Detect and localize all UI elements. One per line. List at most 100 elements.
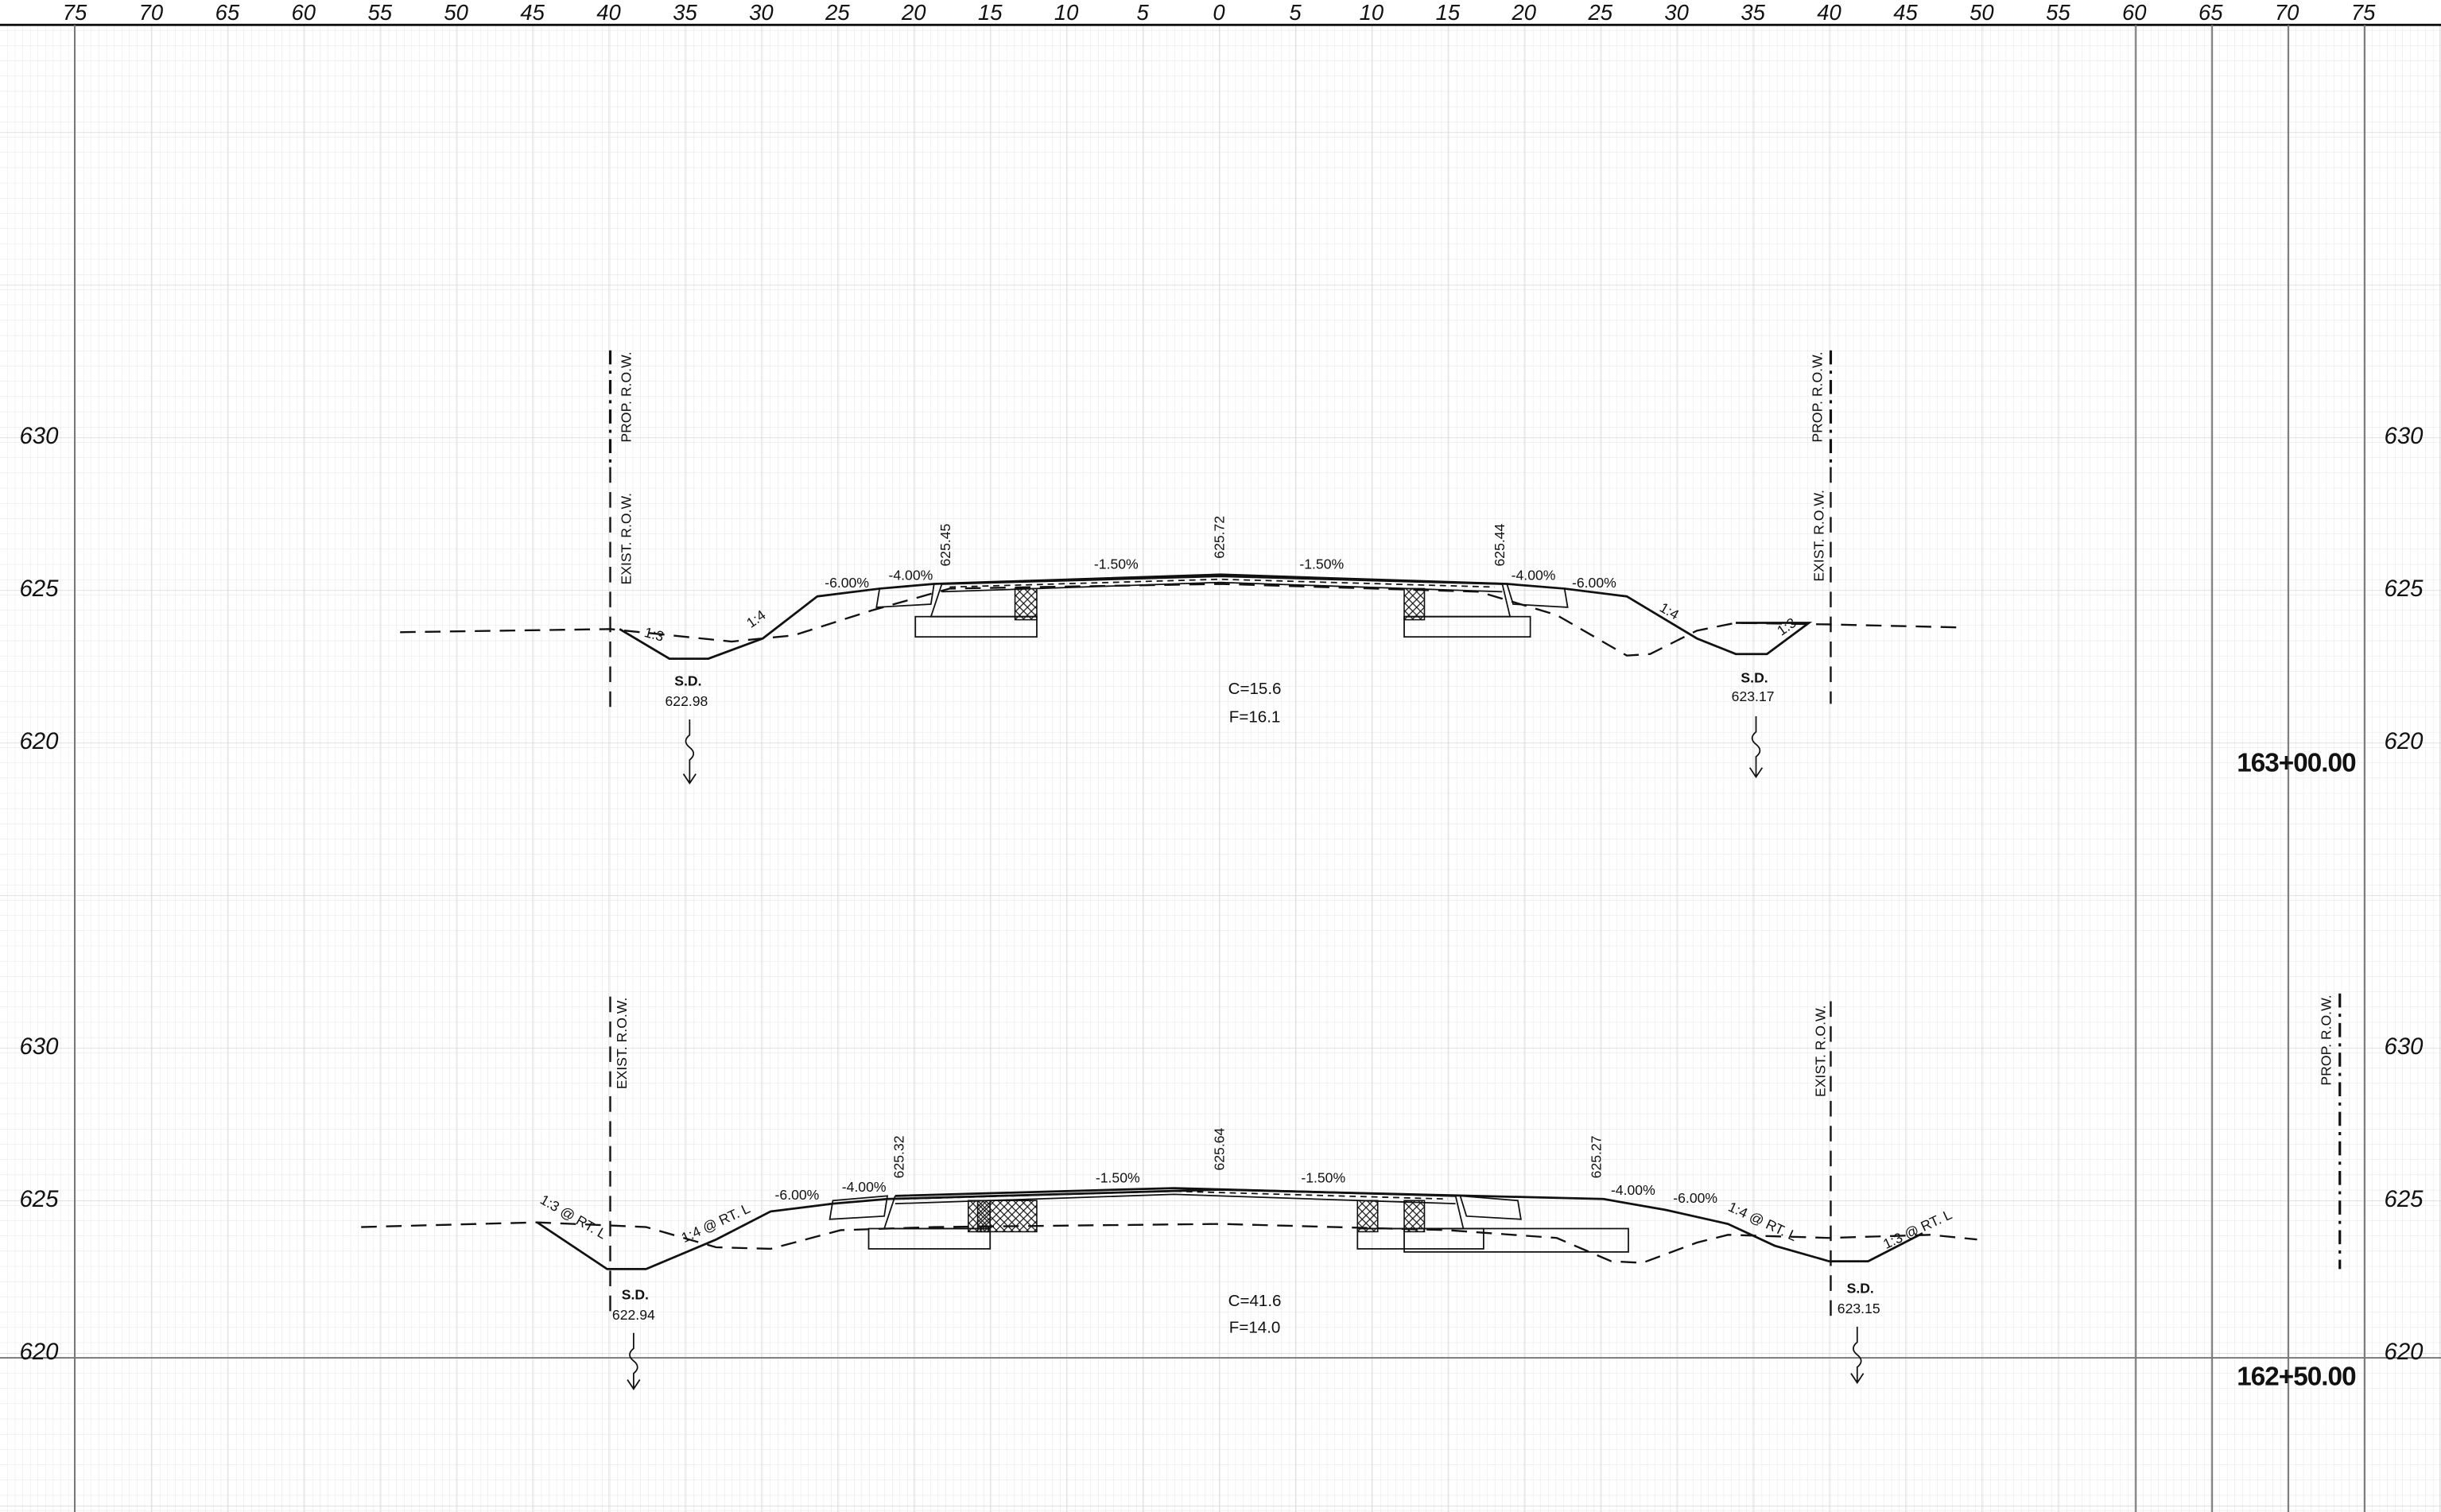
base-box [1403,1227,1629,1253]
station-label: 163+00.00 [2237,749,2356,778]
cut-label: C=41.6 [1228,1292,1282,1310]
grade-elevation: 625.45 [937,523,953,566]
drain-elevation: 622.98 [666,693,708,709]
ruler-label: 10 [1054,0,1079,25]
slope-label: -4.00% [1512,567,1556,583]
slope-label: -1.50% [1094,556,1139,572]
ruler-label: 40 [596,0,621,25]
ruler-label: 60 [2122,0,2147,25]
grade-elevation: 625.27 [1588,1135,1604,1178]
section-163: PROP. R.O.W. PROP. R.O.W. EXIST. R.O.W. … [400,350,2357,785]
grade-elevation: 625.44 [1492,523,1508,566]
ruler-label: 70 [139,0,164,25]
elevation-label: 625 [2385,1186,2424,1212]
ruler-label: 5 [1136,0,1149,25]
ruler-label: 60 [292,0,316,25]
drawing-rect [1403,587,1426,621]
hatch-box [976,1200,1038,1233]
fill-label: F=16.1 [1229,708,1281,726]
exist-row-label: EXIST. R.O.W. [614,998,630,1089]
grade-elevation: 625.72 [1212,516,1228,559]
slope-label: -6.00% [825,575,869,591]
ruler-label: 30 [1664,0,1689,25]
ruler-label: 15 [978,0,1003,25]
elevation-label: 620 [19,1339,59,1365]
elevation-label: 630 [19,1033,59,1060]
drawing-polyline [949,578,1495,588]
ruler-label: 15 [1436,0,1461,25]
ruler-label: 30 [749,0,774,25]
frame [0,23,2441,1512]
elevation-label: 630 [2385,1033,2424,1060]
elevation-label: 620 [19,728,59,754]
ruler-label: 20 [1512,0,1537,25]
drawing-polyline [400,583,1965,657]
slope-label: -6.00% [1572,575,1616,591]
ruler-label: 65 [215,0,240,25]
exist-row-label: EXIST. R.O.W. [1812,1005,1828,1096]
slope-label: -6.00% [1673,1190,1717,1206]
drawing-rect [1403,615,1531,638]
slope-label: -4.00% [842,1179,887,1195]
drawing-rect [1014,587,1038,621]
ruler-label: 70 [2275,0,2299,25]
ruler-label: 40 [1817,0,1841,25]
elevation-label: 630 [2385,423,2424,449]
ruler-label: 50 [1969,0,1994,25]
ruler-label: 50 [444,0,468,25]
elevation-label: 625 [2385,576,2424,602]
cut-label: C=15.6 [1228,680,1282,698]
drawing-path [1850,1326,1865,1385]
drawing-polyline [361,1221,1977,1264]
elevation-label: 625 [19,576,59,602]
exist-row-label: EXIST. R.O.W. [619,493,635,584]
slope-label: -4.00% [888,567,933,583]
slope-label: -6.00% [775,1187,820,1203]
prop-row-label: PROP. R.O.W. [619,351,635,442]
exist-row-label: EXIST. R.O.W. [1810,490,1826,581]
grade-elevation: 625.32 [891,1135,906,1178]
drawing-path [627,1332,641,1390]
drawing-polygon [875,583,935,608]
elevation-label: 620 [2385,728,2424,754]
drain-elevation: 622.94 [612,1307,655,1323]
drawing-rect [914,615,1038,638]
ruler-label: 75 [63,0,87,25]
drawing-polygon [1506,583,1569,608]
slope-label: -1.50% [1096,1169,1140,1185]
slope-label: -1.50% [1299,556,1344,572]
ruler-label: 25 [1587,0,1612,25]
prop-row-label: PROP. R.O.W. [1809,351,1825,442]
drain-label: S.D. [1847,1281,1874,1297]
ruler-label: 20 [901,0,926,25]
drain-elevation: 623.15 [1838,1301,1880,1316]
ruler-label: 0 [1213,0,1225,25]
hatch-box [1403,1200,1426,1233]
pavement [875,575,1569,638]
ruler-label: 5 [1289,0,1302,25]
ruler-label: 65 [2198,0,2223,25]
drawing-path [1748,716,1764,779]
slope-label: -4.00% [1611,1182,1655,1198]
ruler-label: 75 [2351,0,2376,25]
elevation-label: 625 [19,1186,59,1212]
ruler-label: 55 [2046,0,2070,25]
ruler-label: 35 [1741,0,1765,25]
major-grid [0,25,2441,1512]
elevation-label: 630 [19,423,59,449]
drain-elevation: 623.17 [1732,688,1775,704]
ruler-label: 10 [1360,0,1384,25]
ruler-label: 55 [367,0,392,25]
ruler-label: 45 [520,0,545,25]
ruler-label: 25 [825,0,850,25]
grade-elevation: 625.64 [1212,1127,1228,1170]
ruler-label: 45 [1893,0,1918,25]
fill-label: F=14.0 [1229,1318,1281,1336]
prop-row-label: PROP. R.O.W. [2319,994,2334,1085]
drain-label: S.D. [1741,670,1768,686]
slope-label: -1.50% [1301,1169,1345,1185]
station-label: 162+50.00 [2237,1362,2356,1391]
drawing-path [682,719,697,785]
drain-label: S.D. [622,1286,649,1302]
